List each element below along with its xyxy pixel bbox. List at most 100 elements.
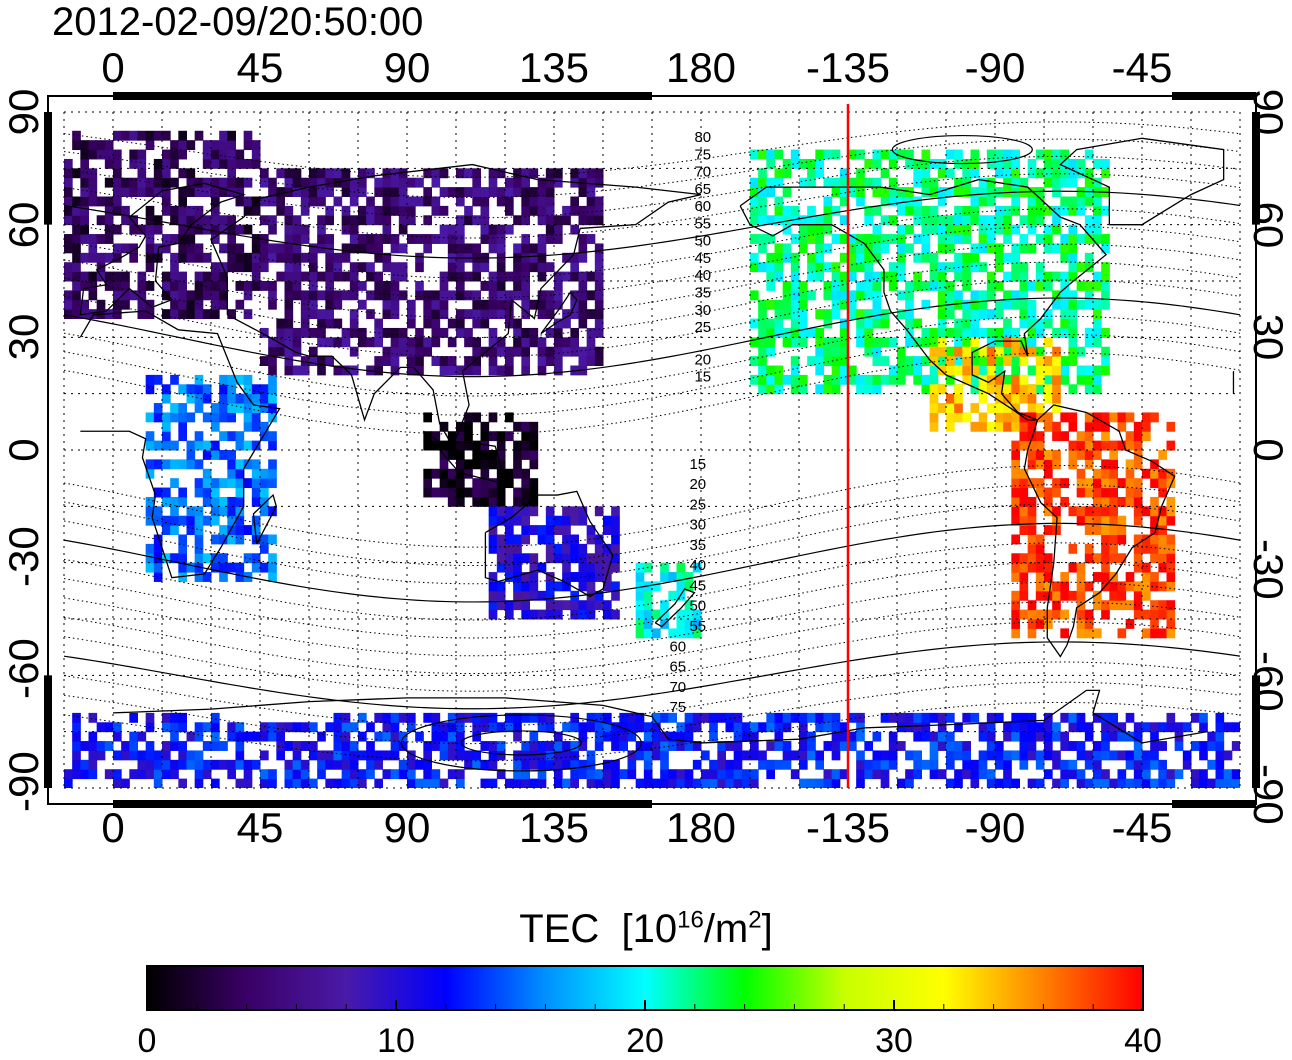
tec-cell: [1076, 365, 1086, 376]
tec-cell: [954, 356, 963, 366]
tec-cell: [758, 196, 767, 207]
tec-cell: [1150, 515, 1159, 526]
tec-cell: [790, 215, 800, 226]
tec-cell: [978, 262, 988, 273]
tec-cell: [962, 168, 971, 179]
tec-cell: [962, 318, 971, 329]
tec-cell: [1125, 496, 1135, 507]
tec-cell: [72, 140, 81, 151]
contour-line: [64, 701, 1240, 762]
tec-cell: [80, 140, 89, 151]
tec-cell: [137, 158, 147, 169]
tec-cell: [121, 215, 130, 226]
tec-cell: [766, 769, 775, 780]
tec-cell: [1019, 759, 1029, 770]
tec-cell: [554, 759, 563, 770]
tec-cell: [1044, 572, 1053, 582]
tec-cell: [162, 384, 171, 395]
tec-cell: [1011, 515, 1020, 526]
tec-cell: [235, 403, 245, 413]
tec-cell: [1084, 506, 1094, 517]
tec-cell: [1019, 741, 1029, 751]
tec-cell: [586, 562, 596, 573]
tec-cell: [1093, 712, 1102, 723]
tec-cell: [1003, 318, 1012, 329]
tec-cell: [170, 515, 179, 526]
tec-cell: [790, 149, 800, 160]
tec-cell: [439, 290, 449, 301]
tec-cell: [186, 506, 196, 517]
tec-cell: [88, 731, 98, 742]
tec-cell: [284, 346, 294, 357]
tec-cell: [1003, 356, 1012, 366]
tec-cell: [962, 741, 971, 751]
tec-cell: [611, 515, 620, 526]
tec-cell: [202, 468, 212, 479]
tec-cell: [439, 309, 449, 320]
tec-cell: [407, 778, 416, 788]
tec-cell: [1109, 450, 1118, 460]
tec-cell: [1101, 158, 1110, 169]
tec-cell: [488, 290, 498, 301]
tec-cell: [815, 750, 824, 761]
tec-cell: [750, 252, 759, 263]
tec-cell: [594, 553, 604, 564]
tec-cell: [1142, 534, 1151, 545]
tec-cell: [431, 731, 441, 742]
tec-cell: [1019, 525, 1029, 535]
tec-cell: [1019, 506, 1029, 517]
tec-cell: [1101, 496, 1110, 507]
tec-cell: [1117, 515, 1127, 526]
tec-cell: [774, 712, 784, 723]
tec-cell: [823, 356, 833, 366]
tec-cell: [603, 722, 612, 733]
tec-cell: [480, 759, 490, 770]
tec-cell: [96, 722, 106, 733]
tec-cell: [1027, 327, 1037, 338]
tec-cell: [1052, 299, 1061, 310]
tec-cell: [407, 177, 416, 188]
tec-cell: [333, 252, 343, 263]
tec-cell: [701, 769, 710, 780]
tec-cell: [374, 712, 383, 723]
tec-cell: [456, 487, 465, 498]
tec-cell: [472, 759, 481, 770]
tec-cell: [970, 327, 980, 338]
tec-cell: [211, 712, 220, 723]
tec-cell: [586, 769, 596, 780]
tec-cell: [562, 337, 571, 348]
tec-cell: [545, 309, 555, 320]
tec-cell: [1019, 431, 1029, 442]
tec-cell: [521, 281, 530, 291]
tec-cell: [921, 252, 931, 263]
tec-cell: [80, 158, 89, 169]
tec-cell: [219, 215, 228, 226]
tec-cell: [766, 262, 775, 273]
tec-cell: [211, 299, 220, 310]
tec-cell: [1044, 271, 1053, 282]
tec-cell: [913, 271, 922, 282]
tec-cell: [88, 187, 98, 197]
tec-cell: [1158, 609, 1167, 620]
tec-cell: [1133, 496, 1143, 507]
tec-cell: [905, 243, 914, 254]
tec-cell: [1133, 421, 1143, 432]
tec-cell: [521, 468, 530, 479]
tec-cell: [170, 177, 179, 188]
tec-cell: [382, 299, 392, 310]
tec-cell: [194, 177, 204, 188]
tec-cell: [333, 290, 343, 301]
tec-cell: [1052, 243, 1061, 254]
tec-cell: [880, 149, 890, 160]
tec-cell: [1044, 384, 1053, 395]
tec-cell: [1003, 337, 1012, 348]
tec-cell: [178, 243, 187, 254]
tec-cell: [358, 750, 367, 761]
tec-cell: [488, 525, 498, 535]
tec-cell: [1011, 412, 1020, 423]
tec-cell: [750, 318, 759, 329]
tec-cell: [137, 271, 147, 282]
tec-cell: [660, 759, 669, 770]
tec-cell: [358, 187, 367, 197]
tec-cell: [194, 374, 204, 385]
